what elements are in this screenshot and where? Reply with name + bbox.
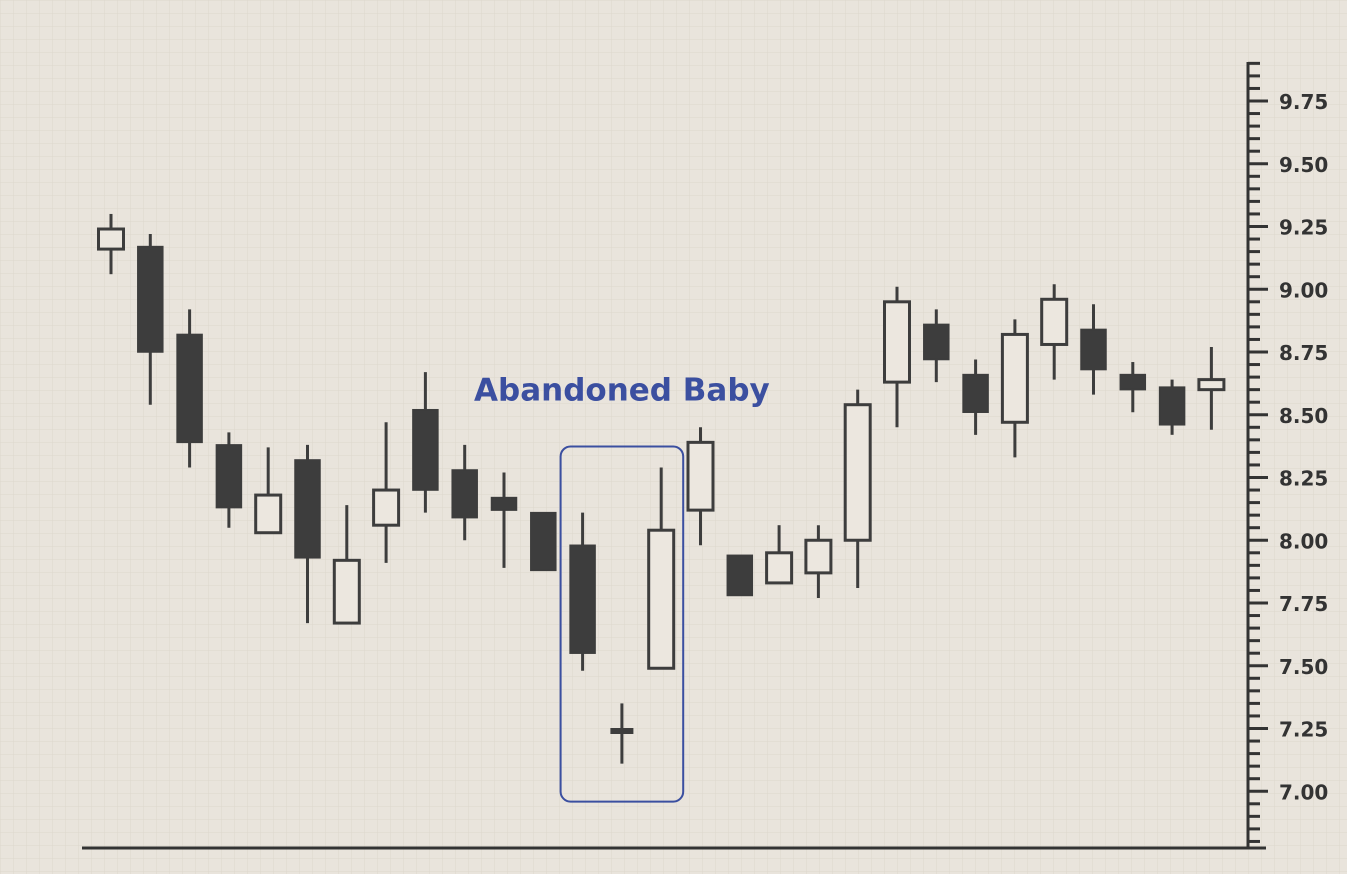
y-tick-label: 7.00 (1279, 780, 1328, 804)
candle-body (726, 554, 754, 597)
candle (923, 309, 950, 383)
candle (843, 389, 872, 588)
candle-body (137, 245, 164, 353)
candles-layer (97, 213, 1226, 764)
candle (451, 444, 478, 541)
y-tick-label: 9.50 (1279, 153, 1328, 177)
candle-body (962, 373, 989, 413)
candle-body (1000, 332, 1029, 424)
candle (765, 525, 794, 585)
candle-body (686, 440, 715, 512)
candle-body (294, 459, 321, 559)
candle-body (923, 323, 950, 361)
candle (412, 372, 439, 513)
y-tick-label: 8.00 (1279, 529, 1328, 553)
y-tick-label: 9.25 (1279, 216, 1328, 240)
y-tick-label: 9.75 (1279, 90, 1328, 114)
candle-body (1040, 297, 1069, 346)
candle-body (372, 488, 401, 527)
candle-body (451, 469, 478, 519)
y-tick-label: 7.50 (1279, 655, 1328, 679)
candle-body (176, 333, 203, 444)
y-tick-label: 7.75 (1279, 592, 1328, 616)
candle (962, 359, 989, 435)
y-tick-label: 8.50 (1279, 404, 1328, 428)
candle (1000, 319, 1029, 458)
annotation-label: Abandoned Baby (474, 372, 770, 408)
candle (1080, 304, 1107, 395)
candle-body (332, 558, 361, 625)
candle-body (883, 300, 911, 384)
candle (530, 511, 557, 572)
candle-body (765, 551, 794, 585)
annotation-box (559, 445, 685, 803)
candle (176, 309, 203, 468)
y-tick-label: 9.00 (1279, 278, 1328, 302)
candle (686, 427, 715, 546)
candle (726, 554, 754, 597)
annotation-layer: Abandoned Baby (474, 372, 770, 803)
candle-body (1197, 378, 1226, 392)
candle-body (1119, 373, 1147, 391)
candle (372, 422, 401, 563)
candle-body (843, 403, 872, 542)
candle (332, 505, 361, 625)
candle (137, 234, 164, 405)
candle (610, 703, 634, 764)
candle-body (804, 538, 833, 575)
candle (294, 444, 321, 624)
candle (1158, 379, 1186, 435)
candle-body (569, 544, 596, 654)
candle (215, 432, 243, 528)
candle-body (1158, 386, 1186, 426)
candle-body (254, 493, 283, 535)
candle (647, 467, 676, 670)
y-axis: 9.75 9.50 9.25 9.00 8.75 8.50 8.25 8.00 7.75 7.50… (82, 61, 1328, 850)
y-tick-label: 8.75 (1279, 341, 1328, 365)
candle-body (97, 227, 125, 251)
candle-body (647, 528, 676, 670)
candle (490, 472, 518, 568)
candle-body (530, 511, 557, 572)
candle-body (215, 444, 243, 509)
candle (1040, 284, 1069, 380)
candle-body (1080, 328, 1107, 371)
y-tick-label: 8.25 (1279, 467, 1328, 491)
candle-body (412, 408, 439, 491)
candle (97, 213, 125, 275)
candle (804, 525, 833, 598)
candle (1197, 346, 1226, 430)
candle (1119, 362, 1147, 413)
candle-body (490, 496, 518, 511)
candle (883, 286, 911, 428)
candle (254, 447, 283, 535)
candle (569, 512, 596, 671)
y-tick-label: 7.25 (1279, 718, 1328, 742)
